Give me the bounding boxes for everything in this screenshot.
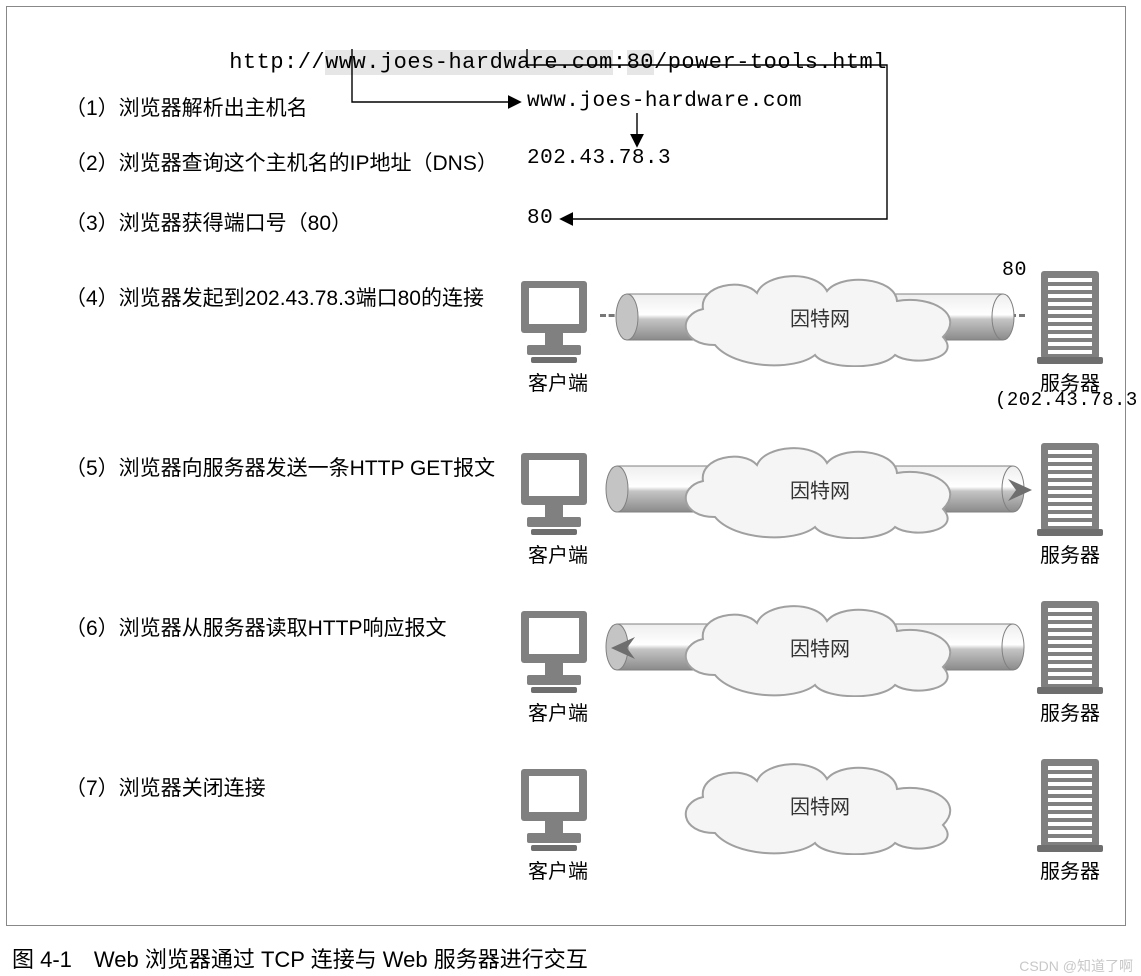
- url-port: 80: [627, 50, 654, 75]
- diagram-row-4: 80 因特网 客户端 服务器: [505, 267, 1115, 402]
- server-label-5: 服务器: [1025, 539, 1115, 568]
- step-1: （1）浏览器解析出主机名: [65, 92, 308, 122]
- server-icon-6: [1035, 601, 1105, 696]
- client-label-6: 客户端: [528, 697, 588, 726]
- arrow-left-icon: [607, 633, 637, 668]
- step-5: （5）浏览器向服务器发送一条HTTP GET报文: [65, 452, 495, 482]
- caption-prefix: 图 4-1: [12, 947, 94, 972]
- arrow-right-icon: [1006, 475, 1036, 510]
- resolved-ip: 202.43.78.3: [527, 147, 671, 170]
- watermark: CSDN @知道了啊: [1019, 956, 1133, 976]
- diagram-row-7: 因特网 客户端 服务器: [505, 755, 1115, 890]
- url-host: www.joes-hardware.com: [325, 50, 613, 75]
- cloud-7: 因特网: [665, 755, 975, 855]
- step-2: （2）浏览器查询这个主机名的IP地址（DNS）: [65, 147, 498, 177]
- cloud-4: 因特网: [665, 267, 975, 367]
- client-label-4: 客户端: [528, 367, 588, 396]
- server-icon-5: [1035, 443, 1105, 538]
- resolved-host: www.joes-hardware.com: [527, 90, 802, 113]
- server-icon-7: [1035, 759, 1105, 854]
- step-4: （4）浏览器发起到202.43.78.3端口80的连接: [65, 282, 484, 312]
- server-ip-label: (202.43.78.3): [995, 389, 1141, 411]
- url-path: /power-tools.html: [654, 50, 887, 75]
- cloud-6: 因特网: [665, 597, 975, 697]
- url-line: http://www.joes-hardware.com:80/power-to…: [147, 25, 887, 100]
- cloud-label-6: 因特网: [790, 633, 850, 662]
- port-label-80: 80: [1002, 259, 1027, 282]
- cloud-5: 因特网: [665, 439, 975, 539]
- step-3: （3）浏览器获得端口号（80）: [65, 207, 352, 237]
- client-label-5: 客户端: [528, 539, 588, 568]
- url-colon: :: [613, 50, 627, 75]
- cloud-label-5: 因特网: [790, 475, 850, 504]
- step-7: （7）浏览器关闭连接: [65, 772, 266, 802]
- diagram-row-6: 因特网 客户端 服务器: [505, 597, 1115, 732]
- client-icon-6: [513, 607, 603, 697]
- client-icon-7: [513, 765, 603, 855]
- client-label-7: 客户端: [528, 855, 588, 884]
- resolved-port: 80: [527, 207, 553, 230]
- diagram-frame: http://www.joes-hardware.com:80/power-to…: [6, 6, 1126, 926]
- server-label-7: 服务器: [1025, 855, 1115, 884]
- url-scheme: http://: [229, 50, 325, 75]
- server-label-6: 服务器: [1025, 697, 1115, 726]
- caption-text: Web 浏览器通过 TCP 连接与 Web 服务器进行交互: [94, 947, 588, 972]
- cloud-label-7: 因特网: [790, 791, 850, 820]
- client-icon-4: [513, 277, 603, 367]
- client-icon-5: [513, 449, 603, 539]
- server-icon-4: [1035, 271, 1105, 366]
- step-6: （6）浏览器从服务器读取HTTP响应报文: [65, 612, 447, 642]
- figure-caption: 图 4-1 Web 浏览器通过 TCP 连接与 Web 服务器进行交互: [12, 942, 588, 974]
- cloud-label-4: 因特网: [790, 303, 850, 332]
- diagram-row-5: 因特网 客户端 服务器: [505, 439, 1115, 574]
